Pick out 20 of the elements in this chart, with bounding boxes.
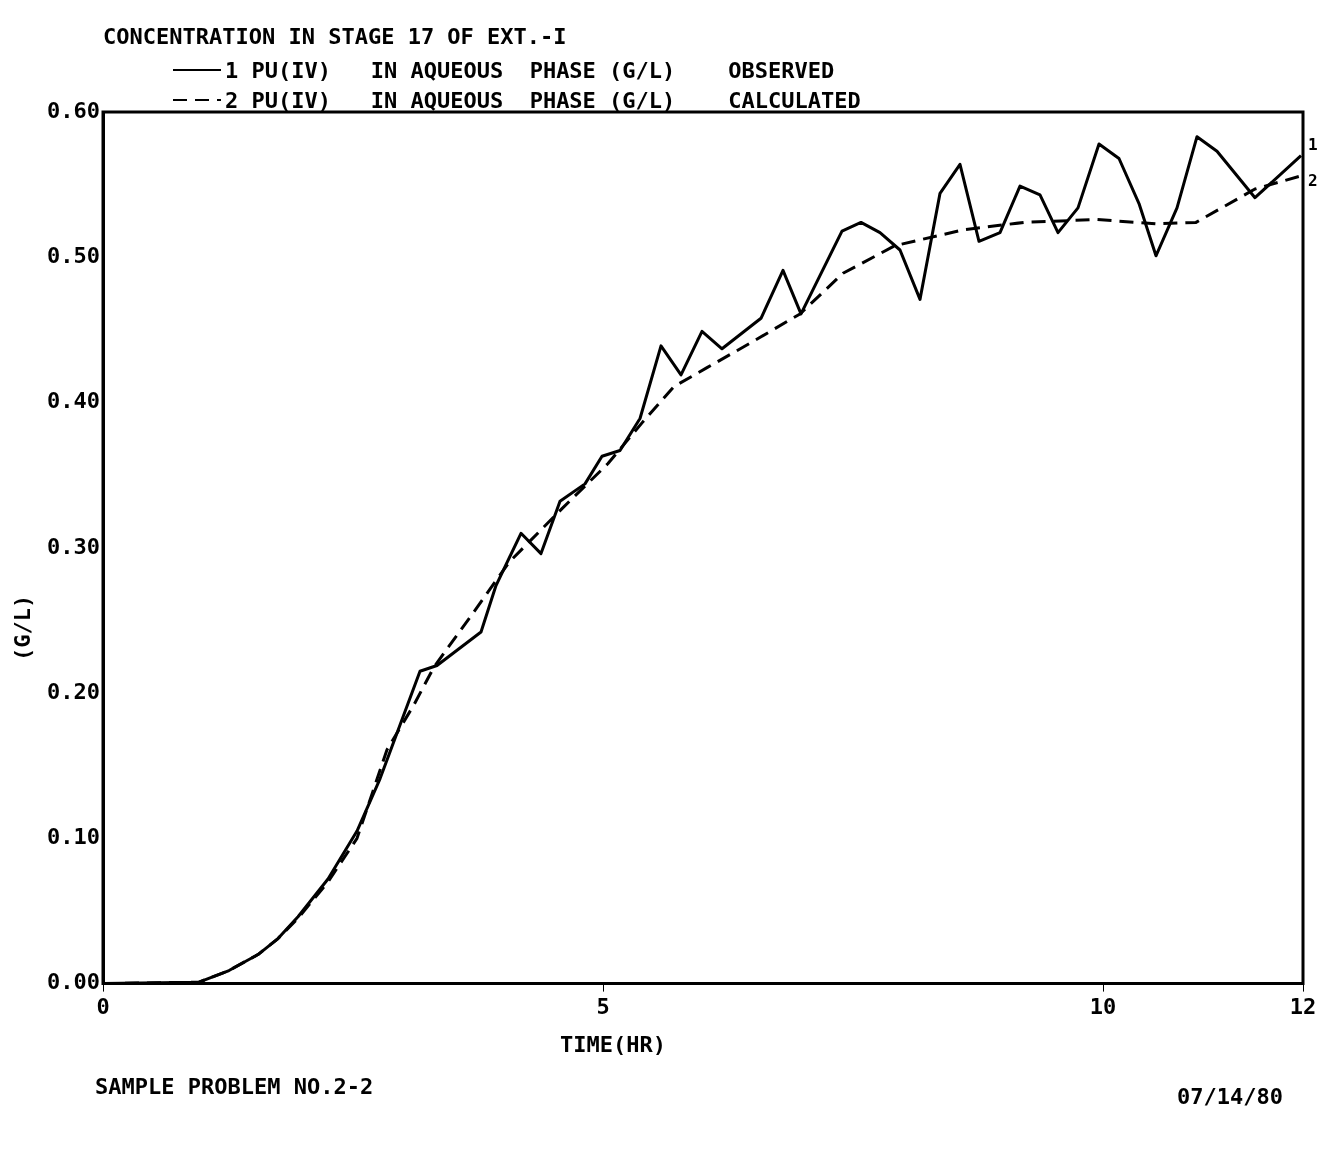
x-axis-title: TIME(HR): [560, 1031, 666, 1057]
y-tick-label: 0.50: [47, 242, 100, 268]
legend-label: 2 PU(IV) IN AQUEOUS PHASE (G/L) CALCULATED: [225, 88, 861, 113]
annotation: 2: [1308, 170, 1318, 190]
legend-label: 1 PU(IV) IN AQUEOUS PHASE (G/L) OBSERVED: [225, 58, 835, 83]
annotation: 1: [1308, 134, 1318, 154]
x-tick-label: 0: [96, 993, 110, 1019]
text: 07/14/80: [1177, 1083, 1283, 1109]
x-tick-label: 5: [596, 993, 610, 1019]
text: SAMPLE PROBLEM NO.2-2: [95, 1073, 374, 1099]
x-tick-label: 10: [1089, 993, 1117, 1019]
y-tick-label: 0.30: [47, 533, 100, 559]
x-tick-label: 12: [1289, 993, 1317, 1019]
y-axis-title: (G/L): [10, 594, 35, 661]
chart-title: CONCENTRATION IN STAGE 17 OF EXT.-I: [103, 24, 567, 49]
y-tick-label: 0.40: [47, 388, 100, 414]
y-tick-label: 0.00: [47, 969, 100, 995]
y-tick-label: 0.20: [47, 678, 100, 704]
y-tick-label: 0.60: [47, 97, 100, 123]
y-tick-label: 0.10: [47, 824, 100, 850]
